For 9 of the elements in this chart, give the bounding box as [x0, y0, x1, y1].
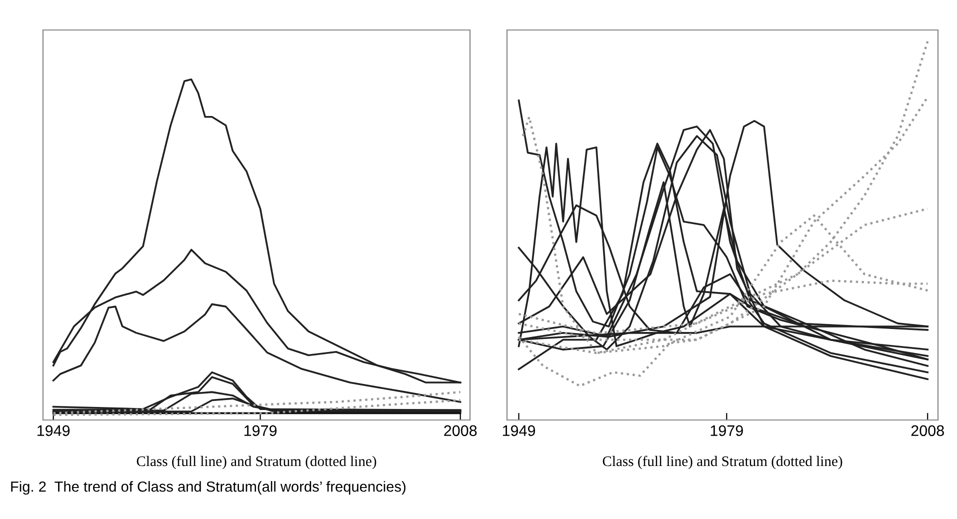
x-tick-label: 1979: [710, 425, 743, 436]
x-tick-label: 2008: [911, 425, 944, 436]
x-axis-title: Class (full line) and Stratum (dotted line): [602, 456, 842, 470]
x-tick-label: 1949: [38, 425, 70, 436]
x-tick-label: 1979: [244, 425, 277, 436]
caption: Fig. 2 The trend of Class and Stratum(all words’ frequencies): [11, 481, 406, 495]
x-tick-label: 2008: [444, 425, 477, 436]
x-tick-label: 1949: [502, 425, 536, 436]
x-axis-title: Class (full line) and Stratum (dotted line): [136, 456, 376, 470]
